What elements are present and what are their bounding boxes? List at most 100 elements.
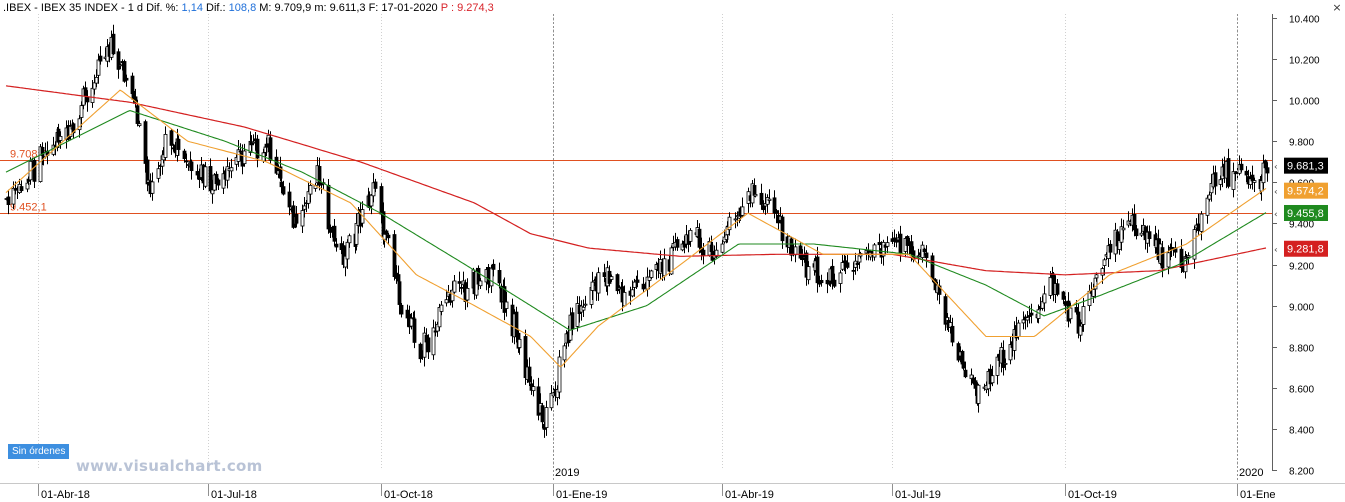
candle-body [189, 161, 194, 172]
y-tick-label: 9.800 [1289, 138, 1314, 149]
candle-body [767, 198, 772, 201]
candle-body [83, 87, 88, 97]
candle-body [688, 229, 693, 242]
candle-body [347, 235, 352, 244]
candle-body [1001, 349, 1006, 368]
candle-body [1055, 283, 1060, 295]
candle-body [399, 304, 404, 315]
candle-body [6, 196, 11, 206]
candle-body [116, 51, 121, 70]
candle-body [832, 279, 837, 287]
x-tick-label: 01-Jul-18 [211, 489, 257, 501]
candle-body [156, 168, 161, 179]
header-diff-pct-value: 1,14 [181, 2, 203, 14]
value-tag-box [1284, 157, 1328, 174]
candle-body [898, 233, 903, 254]
candle-body [300, 210, 305, 227]
candle-body [216, 179, 221, 186]
candle-body [457, 281, 462, 284]
x-tick-label: 01-Abr-18 [41, 489, 90, 501]
candle-body [169, 130, 174, 146]
candle-body [583, 303, 588, 306]
candle-body [459, 287, 464, 289]
candle-body [182, 150, 187, 160]
ma-long-line [5, 85, 1267, 276]
candle-body [1173, 247, 1178, 253]
candle-body [354, 223, 359, 245]
candle-body [733, 218, 738, 221]
candle-body [990, 375, 995, 384]
value-tag-label: 9.455,8 [1287, 208, 1324, 220]
candle-body [924, 252, 929, 259]
candle-body [806, 266, 811, 281]
candle-body [635, 279, 640, 283]
candle-body [961, 361, 966, 369]
candle-body [255, 138, 260, 159]
candle-body [281, 186, 286, 195]
candle-body [1205, 197, 1210, 216]
candle-body [135, 105, 140, 124]
candle-body [279, 181, 284, 188]
candle-body [1003, 363, 1008, 365]
candle-body [1102, 259, 1107, 266]
candle-body [208, 166, 213, 192]
candle-body [251, 141, 256, 144]
candle-body [1166, 252, 1171, 268]
candle-body [308, 185, 313, 195]
candle-body [229, 167, 234, 172]
header-diff-pct-label: Dif. %: [146, 2, 179, 14]
orders-status-badge[interactable]: Sin órdenes [8, 444, 70, 459]
candle-body [845, 262, 850, 268]
candle-body [379, 186, 384, 215]
candle-body [94, 76, 99, 84]
value-tag-arrow: ‹ [1274, 163, 1278, 173]
candle-body [1199, 213, 1204, 232]
candle-body [1179, 248, 1184, 268]
header-diff-value: 108,8 [228, 2, 257, 14]
candle-body [815, 256, 820, 284]
candle-body [476, 267, 481, 285]
candle-body [1213, 172, 1218, 187]
candle-body [268, 137, 273, 161]
candle-body [133, 96, 138, 103]
candle-body [302, 205, 307, 210]
candle-body [1218, 179, 1223, 185]
candle-body [122, 61, 127, 82]
header-price-value: 9.274,3 [457, 2, 494, 14]
candle-body [437, 307, 442, 328]
y-tick-label: 8.200 [1289, 467, 1314, 478]
candle-body [334, 243, 339, 248]
candle-body [930, 255, 935, 279]
candle-body [431, 327, 436, 356]
candle-body [570, 312, 575, 330]
candle-body [1100, 268, 1105, 276]
candle-body [278, 166, 283, 179]
year-label: 2020 [1239, 467, 1263, 479]
x-tick-label: 01-Jul-19 [895, 489, 941, 501]
candle-body [409, 317, 414, 327]
candle-body [242, 150, 247, 165]
header-period: 1 d [127, 2, 144, 14]
candle-body [517, 338, 522, 348]
candle-body [71, 123, 76, 134]
candle-body [287, 191, 292, 208]
candle-body [609, 276, 614, 280]
candle-body [615, 274, 620, 292]
candle-body [885, 242, 890, 247]
candle-body [386, 234, 391, 239]
header-min-value: 9.611,3 [329, 2, 366, 14]
candle-body [79, 105, 84, 118]
candle-body [514, 311, 519, 337]
close-icon[interactable]: × [1332, 1, 1342, 14]
value-tag-label: 9.681,3 [1287, 161, 1324, 173]
candle-body [1147, 231, 1152, 240]
candle-body [1091, 289, 1096, 297]
candle-body [562, 345, 567, 361]
candle-body [753, 194, 758, 197]
candle-body [540, 405, 545, 423]
candle-body [25, 182, 30, 190]
candle-body [397, 281, 402, 305]
candle-body [345, 241, 350, 260]
candle-body [662, 258, 667, 277]
